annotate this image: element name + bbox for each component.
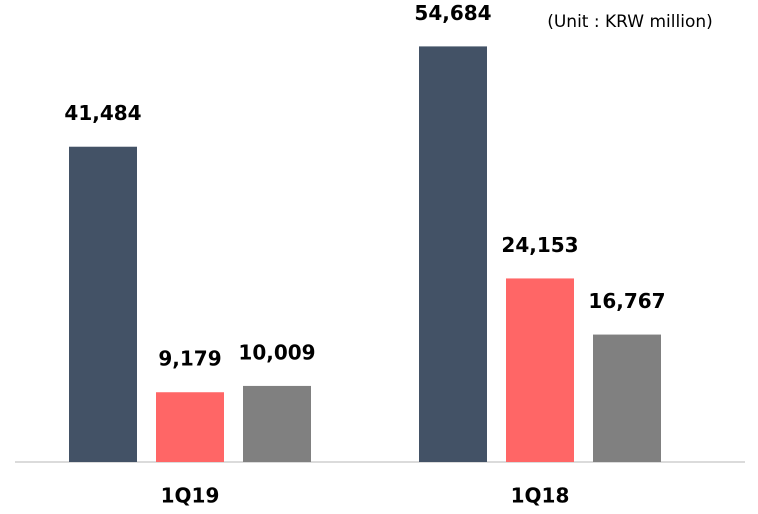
- bar: [69, 146, 137, 462]
- value-label: 54,684: [414, 1, 491, 25]
- value-label: 10,009: [238, 340, 315, 364]
- bar: [593, 334, 661, 462]
- bar: [156, 392, 224, 462]
- value-label: 9,179: [158, 347, 221, 371]
- unit-note: (Unit : KRW million): [547, 12, 713, 32]
- value-label: 41,484: [64, 101, 141, 125]
- x-tick-label: 1Q18: [511, 484, 570, 508]
- value-label: 16,767: [588, 289, 665, 313]
- value-label: 24,153: [501, 233, 578, 257]
- bar: [243, 385, 311, 462]
- x-tick-label: 1Q19: [161, 484, 220, 508]
- bar: [419, 46, 487, 462]
- bar: [506, 278, 574, 462]
